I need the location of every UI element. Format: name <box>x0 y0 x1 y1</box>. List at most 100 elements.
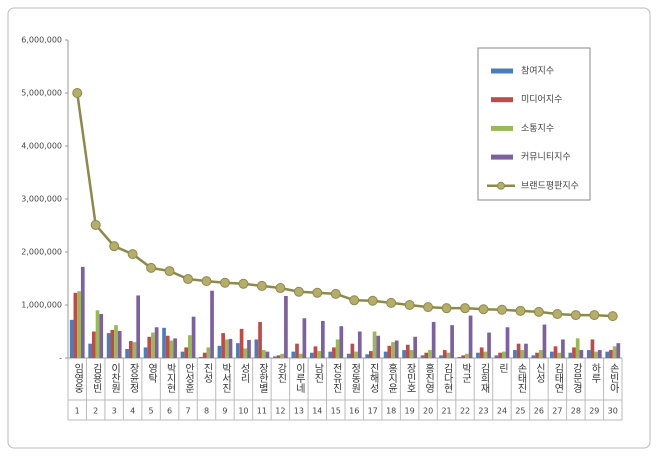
bar <box>188 335 192 358</box>
rank-label: 3 <box>112 407 117 416</box>
bar <box>276 355 281 358</box>
bar <box>125 348 129 358</box>
x-tick-label: 남진 <box>312 363 324 383</box>
bar <box>372 331 377 358</box>
line-marker <box>183 274 194 285</box>
rank-label: 16 <box>349 407 359 416</box>
line-marker <box>164 266 175 277</box>
x-tick-label: 안성훈 <box>183 363 195 393</box>
line-marker <box>496 304 507 315</box>
rank-label: 4 <box>130 407 135 416</box>
bar <box>210 290 214 358</box>
bar <box>320 320 325 358</box>
legend-label: 미디어지수 <box>521 94 562 105</box>
rank-label: 11 <box>257 407 267 416</box>
bar <box>568 352 573 358</box>
rank-label: 13 <box>294 407 304 416</box>
y-tick-label: - <box>59 354 62 363</box>
legend-swatch <box>491 68 513 74</box>
rank-label: 7 <box>185 407 190 416</box>
bar <box>295 343 299 358</box>
bar <box>151 332 155 358</box>
bar <box>191 316 196 358</box>
line-marker <box>219 277 230 288</box>
bar <box>376 335 381 358</box>
bar <box>92 331 96 358</box>
bar <box>357 331 362 358</box>
bar <box>99 314 104 358</box>
rank-label: 23 <box>478 407 488 416</box>
bar <box>538 350 543 358</box>
line-marker <box>367 295 378 306</box>
bar <box>221 333 225 358</box>
x-tick-label: 성리 <box>238 363 250 384</box>
line-marker <box>256 280 267 291</box>
bar <box>424 352 429 358</box>
bar <box>309 352 314 358</box>
line-marker <box>441 303 452 314</box>
bar <box>228 338 233 358</box>
x-tick-label: 이루네 <box>293 363 305 394</box>
bar <box>439 355 443 358</box>
bar <box>224 339 229 358</box>
bar <box>328 351 333 358</box>
bar <box>206 347 211 358</box>
bar <box>313 346 318 358</box>
rank-label: 1 <box>75 407 80 416</box>
line-marker <box>201 276 212 287</box>
line-marker <box>607 311 618 322</box>
bar <box>479 347 484 358</box>
line-marker <box>127 249 138 260</box>
line-marker <box>330 288 341 299</box>
line-marker <box>423 302 434 313</box>
bar <box>335 339 340 358</box>
bar <box>291 351 296 358</box>
bar <box>350 343 355 358</box>
line-marker <box>386 297 397 308</box>
bar <box>590 339 595 358</box>
line-marker <box>72 88 83 98</box>
bar <box>520 350 525 358</box>
legend-label: 참여지수 <box>521 65 554 77</box>
bar <box>147 336 152 358</box>
bar <box>575 338 580 358</box>
bar <box>247 339 251 358</box>
bar <box>394 340 399 358</box>
x-tick-label: 김용빈 <box>90 363 102 393</box>
bar <box>136 295 141 358</box>
bar <box>69 319 74 358</box>
rank-label: 15 <box>331 407 341 416</box>
bar <box>80 266 85 358</box>
bar <box>261 350 266 358</box>
bar <box>346 353 351 358</box>
bar <box>450 325 454 358</box>
bar <box>162 327 166 358</box>
bar <box>542 324 547 358</box>
legend-swatch <box>497 181 505 190</box>
legend-label: 소통지수 <box>521 123 554 134</box>
bar <box>202 352 207 358</box>
x-tick-label: 홍진영 <box>423 362 435 393</box>
bar <box>332 347 336 358</box>
line-marker <box>478 304 489 315</box>
bar <box>143 347 148 358</box>
bar <box>561 339 565 358</box>
bar <box>572 347 576 358</box>
bar <box>428 350 432 358</box>
bar <box>616 343 621 358</box>
bar <box>597 350 602 358</box>
line-marker <box>109 241 120 252</box>
rank-label: 26 <box>534 407 544 416</box>
bar <box>465 353 469 358</box>
line-marker <box>589 310 600 321</box>
bar <box>265 351 270 358</box>
line-marker <box>570 310 581 321</box>
rank-label: 9 <box>222 407 227 416</box>
bar <box>501 351 506 358</box>
x-tick-label: 전유진 <box>330 363 342 393</box>
bar <box>180 351 185 358</box>
bar <box>431 321 436 358</box>
bar <box>483 351 488 358</box>
bar <box>442 350 447 358</box>
bar <box>128 341 133 358</box>
